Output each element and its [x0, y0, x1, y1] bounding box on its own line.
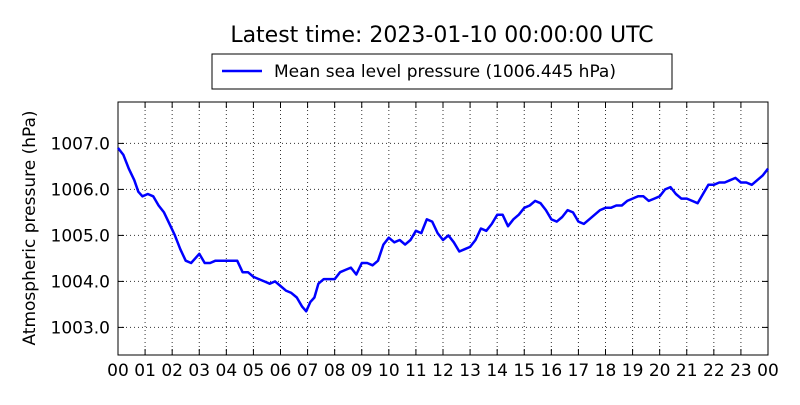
x-tick-label: 21: [676, 361, 698, 381]
x-tick-label: 14: [486, 361, 508, 381]
x-tick-label: 06: [270, 361, 292, 381]
y-tick-label: 1003.0: [51, 318, 110, 338]
x-tick-label: 18: [595, 361, 617, 381]
x-tick-label: 00: [757, 361, 779, 381]
x-tick-label: 02: [161, 361, 183, 381]
x-tick-label: 13: [459, 361, 481, 381]
legend-box: [211, 53, 673, 90]
x-tick-label: 08: [324, 361, 346, 381]
y-tick-labels: 1003.0 1004.0 1005.0 1006.0 1007.0: [51, 134, 110, 338]
x-tick-label: 11: [405, 361, 427, 381]
x-tick-label: 12: [432, 361, 454, 381]
x-tick-label: 16: [541, 361, 563, 381]
x-tick-labels: 00 01 02 03 04 05 06 07 08 09 10 11 12 13 14 15 16 17 18 19…: [107, 361, 779, 381]
y-tick-label: 1004.0: [51, 272, 110, 292]
x-tick-label: 09: [351, 361, 373, 381]
series-line-mean-sea-level-pressure: [117, 147, 769, 313]
x-tick-label: 10: [378, 361, 400, 381]
x-tick-label: 00: [107, 361, 129, 381]
axis-ticks: [117, 102, 769, 355]
x-tick-label: 04: [216, 361, 238, 381]
legend: Mean sea level pressure (1006.445 hPa): [211, 53, 673, 90]
y-tick-label: 1007.0: [51, 134, 110, 154]
y-axis-label: Atmospheric pressure (hPa): [20, 110, 40, 345]
y-tick-label: 1006.0: [51, 180, 110, 200]
y-tick-label: 1005.0: [51, 226, 110, 246]
x-tick-label: 22: [703, 361, 725, 381]
x-tick-label: 15: [513, 361, 535, 381]
x-tick-label: 20: [649, 361, 671, 381]
x-tick-label: 23: [730, 361, 752, 381]
chart-title: Latest time: 2023-01-10 00:00:00 UTC: [230, 23, 653, 48]
legend-label: Mean sea level pressure (1006.445 hPa): [274, 62, 616, 82]
x-tick-label: 17: [568, 361, 590, 381]
x-tick-label: 01: [134, 361, 156, 381]
x-tick-label: 07: [297, 361, 319, 381]
x-tick-label: 19: [622, 361, 644, 381]
x-tick-label: 05: [243, 361, 265, 381]
x-tick-label: 03: [188, 361, 210, 381]
grid-lines: [118, 102, 768, 355]
